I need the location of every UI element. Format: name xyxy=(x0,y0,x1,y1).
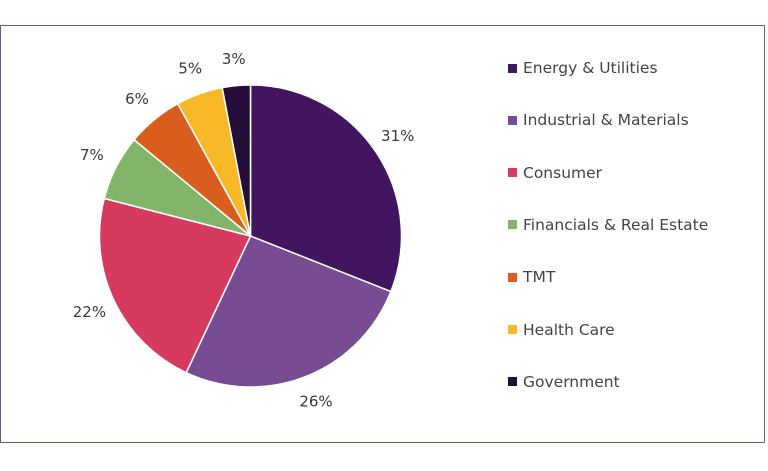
legend-swatch xyxy=(508,377,517,387)
legend-swatch xyxy=(508,168,517,178)
legend-label: Industrial & Materials xyxy=(523,111,689,130)
data-label: 7% xyxy=(80,146,104,164)
legend-swatch xyxy=(508,325,517,334)
data-label: 6% xyxy=(125,90,149,108)
legend-swatch xyxy=(508,220,517,230)
legend-label: Consumer xyxy=(523,163,603,182)
legend-label: Health Care xyxy=(523,320,615,339)
legend-item: Financials & Real Estate xyxy=(508,215,708,235)
legend-swatch xyxy=(508,272,517,282)
data-label: 22% xyxy=(73,303,106,321)
legend-item: TMT xyxy=(508,267,555,287)
legend-label: Financials & Real Estate xyxy=(523,215,709,234)
legend-item: Consumer xyxy=(508,163,602,183)
legend-swatch xyxy=(508,115,517,125)
pie-slice-government xyxy=(221,84,252,237)
legend-label: Energy & Utilities xyxy=(523,59,658,77)
pie-slice-industrial-materials xyxy=(185,235,392,388)
legend-label: TMT xyxy=(523,268,556,287)
data-label: 31% xyxy=(381,127,414,145)
legend-item: Government xyxy=(508,372,620,392)
legend-swatch xyxy=(508,63,517,73)
data-label: 3% xyxy=(222,50,246,68)
legend-label: Government xyxy=(523,372,620,391)
legend-item: Energy & Utilities xyxy=(508,58,658,78)
pie-slice-consumer xyxy=(98,197,252,374)
legend-item: Health Care xyxy=(508,320,615,340)
data-label: 5% xyxy=(178,60,202,78)
pie-slice-energy-utilities xyxy=(249,84,403,293)
legend-item: Industrial & Materials xyxy=(508,110,689,130)
data-label: 26% xyxy=(299,393,332,411)
